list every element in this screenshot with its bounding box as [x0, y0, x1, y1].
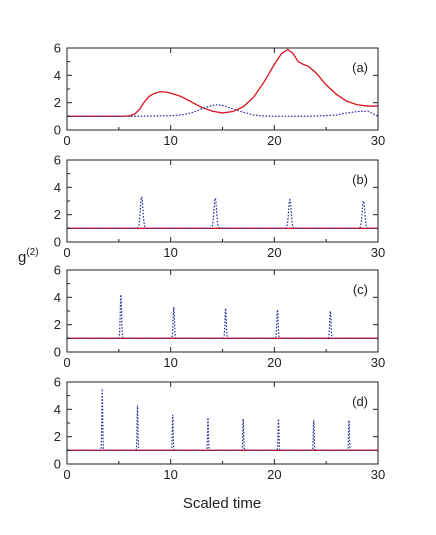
x-tick-label: 0 [63, 467, 70, 482]
x-tick-label: 30 [371, 355, 385, 370]
x-axis-title: Scaled time [183, 495, 261, 512]
panel-label: (d) [352, 394, 368, 409]
x-tick-label: 10 [163, 467, 177, 482]
series-dotted-line [67, 388, 378, 451]
x-tick-label: 0 [63, 133, 70, 148]
panel-1: 0 10 20 30 0 2 4 6 (b) [54, 153, 385, 261]
x-tick-label: 10 [163, 245, 177, 260]
x-tick-label: 20 [267, 245, 281, 260]
y-tick-label: 6 [54, 375, 61, 390]
y-tick-label: 0 [54, 345, 61, 360]
y-tick-label: 6 [54, 41, 61, 56]
series-dotted-line [67, 294, 378, 339]
y-axis-title-sup: (2) [26, 247, 38, 258]
plot-frame [66, 269, 379, 353]
x-tick-label: 10 [163, 355, 177, 370]
y-tick-label: 4 [54, 68, 61, 83]
x-tick-label: 30 [371, 133, 385, 148]
y-tick-label: 0 [54, 235, 61, 250]
x-tick-label: 30 [371, 467, 385, 482]
panel-label: (a) [352, 60, 368, 75]
x-tick-label: 20 [267, 133, 281, 148]
y-tick-label: 2 [54, 317, 61, 332]
y-tick-label: 4 [54, 402, 61, 417]
y-tick-label: 6 [54, 263, 61, 278]
x-tick-label: 10 [163, 133, 177, 148]
x-tick-label: 20 [267, 467, 281, 482]
series-solid-line [67, 48, 378, 117]
y-tick-label: 0 [54, 123, 61, 138]
y-tick-label: 6 [54, 153, 61, 168]
y-tick-label: 2 [54, 207, 61, 222]
panel-0: 0 10 20 30 0 2 4 6 (a) [54, 41, 385, 149]
panel-label: (b) [352, 172, 368, 187]
y-tick-label: 4 [54, 180, 61, 195]
y-axis-title-main: g [18, 249, 26, 266]
x-tick-label: 0 [63, 355, 70, 370]
panel-3: 0 10 20 30 0 2 4 6 (d) [54, 375, 385, 483]
y-axis-title: g(2) [18, 247, 39, 266]
plot-frame [66, 159, 379, 243]
y-tick-label: 2 [54, 429, 61, 444]
x-tick-label: 30 [371, 245, 385, 260]
series-dotted-line [67, 104, 378, 117]
panel-2: 0 10 20 30 0 2 4 6 (c) [54, 263, 385, 371]
y-tick-label: 2 [54, 95, 61, 110]
y-tick-label: 4 [54, 290, 61, 305]
series-dotted-line [67, 195, 378, 229]
x-tick-label: 0 [63, 245, 70, 260]
panel-label: (c) [353, 282, 368, 297]
x-tick-label: 20 [267, 355, 281, 370]
y-tick-label: 0 [54, 457, 61, 472]
plot-frame [66, 381, 379, 465]
